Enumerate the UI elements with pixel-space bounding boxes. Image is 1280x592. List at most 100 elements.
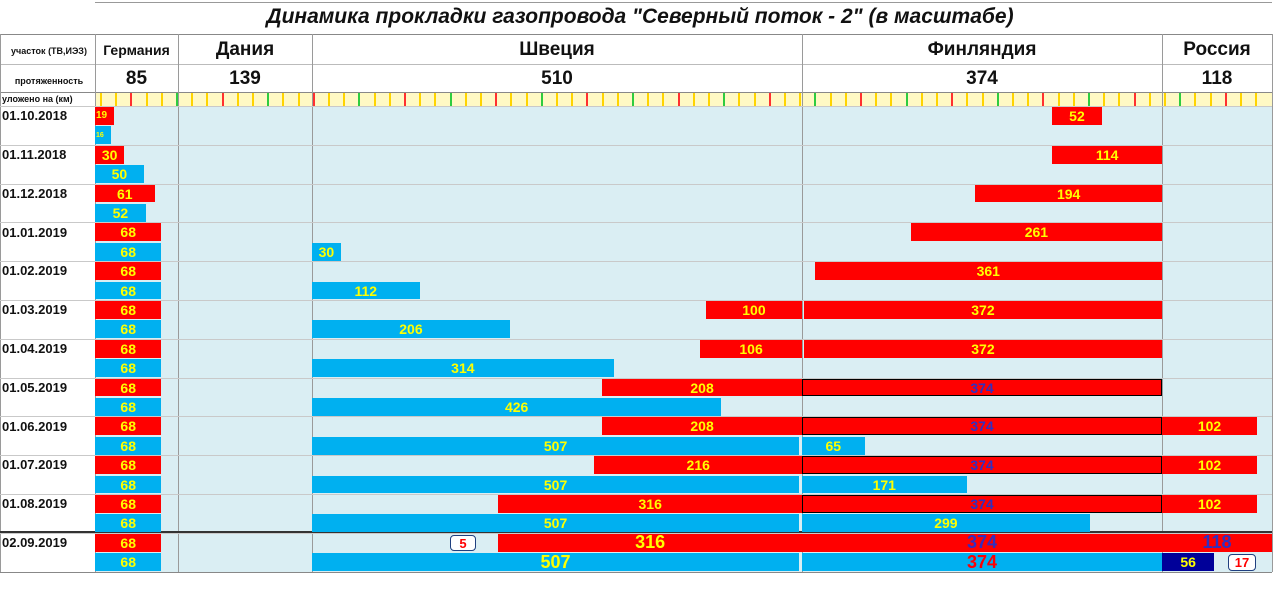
section-length-2: 510: [541, 68, 573, 89]
scale-tick: [1072, 93, 1075, 106]
row-date-label: 01.07.2019: [2, 457, 68, 473]
scale-tick: [236, 93, 239, 106]
bar-Германия-red: 68: [95, 339, 162, 358]
header-line-mid: [0, 64, 1272, 65]
left-border: [0, 34, 1, 572]
scale-tick: [890, 93, 893, 106]
scale-tick: [768, 93, 771, 106]
scale-tick: [464, 93, 467, 106]
section-header-3: Финляндия: [927, 39, 1037, 60]
bar-Швеция-blue: 507: [312, 436, 800, 455]
scale-tick: [206, 93, 209, 106]
bar-Швеция-red: 216: [594, 456, 802, 475]
row-date-label: 01.06.2019: [2, 418, 68, 434]
scale-tick: [1255, 93, 1258, 106]
bar-Германия-blue: 52: [95, 204, 146, 222]
section-length-1: 139: [229, 68, 261, 89]
bar-Финляндия-red: 372: [803, 301, 1162, 319]
bar-Швеция-blue: 314: [312, 359, 614, 378]
scale-tick: [1042, 93, 1045, 106]
scale-tick: [115, 93, 118, 106]
section-length-0: 85: [125, 68, 148, 89]
row-separator: [0, 300, 1272, 301]
bar-Финляндия-red: 374: [802, 495, 1162, 513]
scale-tick: [875, 93, 878, 106]
bar-Германия-red: 68: [95, 301, 162, 319]
bar-Швеция-blue: 507: [312, 553, 800, 572]
bar-Германия-red: 19: [95, 107, 114, 125]
scale-tick: [373, 93, 376, 106]
scale-tick: [662, 93, 665, 106]
bar-Финляндия-red: 372: [803, 339, 1162, 358]
row-separator: [0, 183, 1272, 185]
scale-tick: [1088, 93, 1090, 106]
header-line-scale: [0, 92, 1272, 93]
scale-tick: [1027, 93, 1030, 106]
scale-tick: [1240, 93, 1242, 106]
section-divider: [1272, 34, 1273, 572]
bar-Финляндия-blue: 374: [802, 553, 1162, 572]
callout-label: 17: [1228, 554, 1256, 571]
bar-Финляндия-blue: 171: [802, 475, 967, 494]
scale-tick: [860, 93, 862, 106]
row-separator: [0, 106, 1272, 107]
section-divider: [312, 34, 313, 572]
bar-Финляндия-red: 361: [814, 262, 1162, 281]
row-date-label: 01.01.2019: [2, 224, 68, 240]
scale-tick: [677, 93, 680, 106]
scale-tick: [753, 93, 756, 106]
row-separator: [0, 377, 1272, 379]
bar-Германия-blue: 68: [95, 398, 162, 416]
chart-bottom-line: [0, 571, 1272, 573]
bar-Германия-blue: 68: [95, 242, 162, 261]
scale-strip: [95, 93, 1272, 106]
scale-tick: [297, 93, 300, 106]
bar-Германия-blue: 68: [95, 359, 162, 378]
bar-Германия-blue: 50: [95, 165, 144, 184]
bar-Финляндия-red: 374: [802, 417, 1162, 436]
bar-Германия-blue: 68: [95, 320, 162, 339]
section-length-3: 374: [966, 68, 998, 89]
scale-tick: [1012, 93, 1014, 106]
section-header-4: Россия: [1183, 39, 1251, 60]
bar-Германия-red: 68: [95, 533, 162, 552]
bar-Финляндия-blue: 299: [802, 514, 1090, 533]
scale-tick: [601, 93, 604, 106]
scale-tick: [282, 93, 285, 106]
bar-Швеция-red: 100: [705, 301, 802, 319]
section-header-0: Германия: [103, 42, 170, 58]
bar-Германия-blue: 68: [95, 553, 162, 572]
bar-Германия-red: 30: [95, 145, 125, 164]
bar-Финляндия-red: 114: [1052, 145, 1162, 164]
section-divider: [1162, 34, 1163, 572]
scale-tick: [632, 93, 634, 106]
row-date-label: 01.12.2018: [2, 185, 68, 201]
bar-Германия-blue: 68: [95, 514, 162, 533]
bar-Германия-red: 61: [95, 184, 155, 203]
bar-Россия-red: 102: [1162, 456, 1258, 475]
scale-tick: [1209, 93, 1212, 106]
scale-tick: [647, 93, 650, 106]
scale-tick: [100, 93, 102, 106]
scale-tick: [708, 93, 710, 106]
header-row-length-label: протяженность: [14, 76, 84, 86]
bar-Россия-red: 102: [1162, 495, 1258, 513]
row-separator: [0, 532, 1272, 534]
bar-Германия-red: 68: [95, 223, 162, 242]
row-separator: [0, 494, 1272, 495]
scale-tick: [449, 93, 452, 106]
scale-tick: [1133, 93, 1136, 106]
row-date-label: 01.08.2019: [2, 496, 68, 512]
scale-tick: [905, 93, 908, 106]
scale-tick: [586, 93, 589, 106]
row-date-label: 01.11.2018: [2, 146, 67, 162]
scale-tick: [738, 93, 741, 106]
scale-tick: [388, 93, 391, 106]
scale-tick: [616, 93, 619, 106]
bar-Германия-red: 68: [95, 378, 162, 397]
scale-tick: [829, 93, 832, 106]
row-separator: [0, 416, 1272, 418]
section-header-2: Швеция: [519, 39, 595, 60]
bar-Швеция-blue: 206: [312, 320, 510, 339]
